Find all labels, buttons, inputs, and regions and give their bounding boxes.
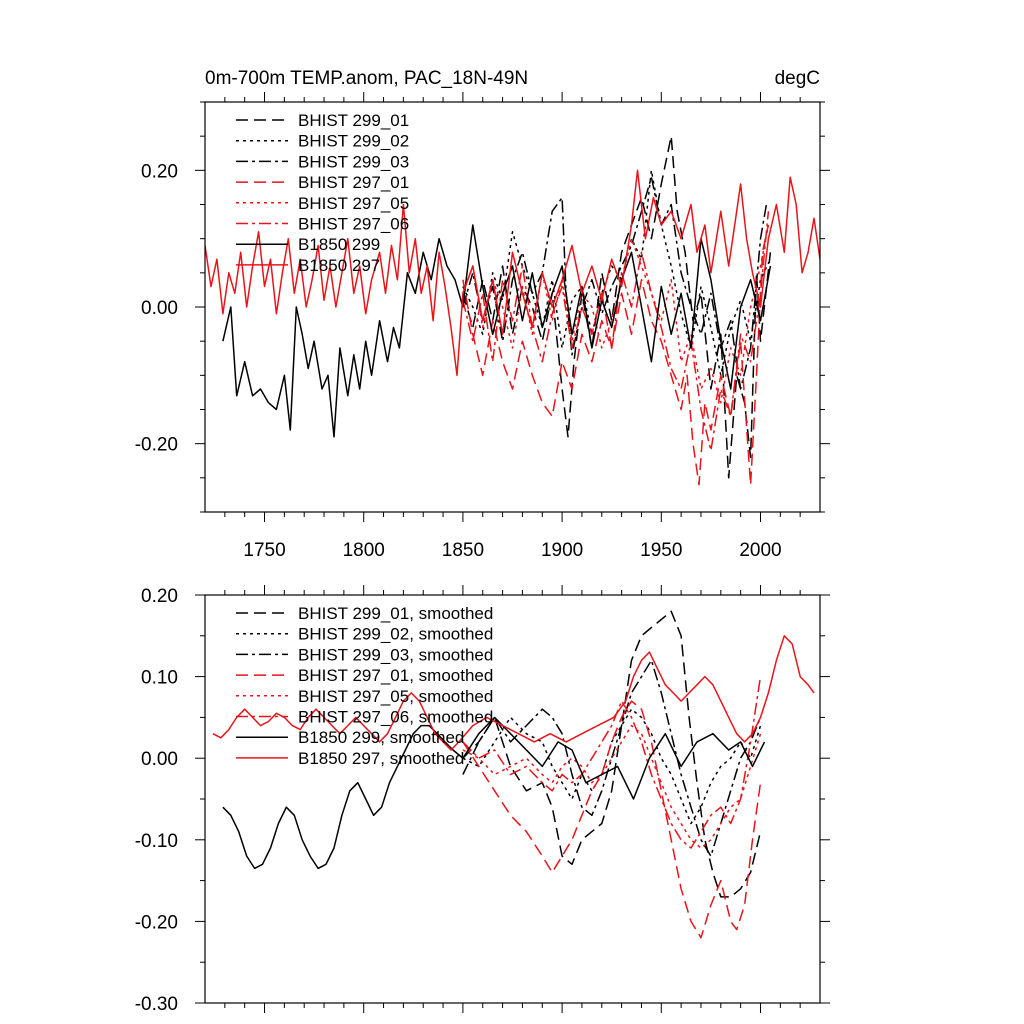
chart-title-left: 0m-700m TEMP.anom, PAC_18N-49N [205,68,528,89]
legend-label: BHIST 297_06, smoothed [298,708,493,727]
legend: BHIST 299_01, smoothed BHIST 299_02, smoo… [236,604,493,768]
top-panel: 1750 1800 1850 1900 1950 2000 -0.20 0.00 0.20 BHI… [135,92,830,561]
legend-item: BHIST 299_03 [236,152,409,171]
series-line-1 [462,135,772,479]
legend-item: BHIST 299_01, smoothed [236,604,493,623]
series-line-2 [462,708,762,825]
x-tick-label: 1800 [343,540,385,561]
legend-label: BHIST 299_02, smoothed [298,625,493,644]
legend-label: BHIST 297_05, smoothed [298,687,493,706]
y-tick-label: 0.20 [141,161,178,182]
series-line-8 [205,169,820,377]
series-line-3 [462,176,768,390]
legend-item: BHIST 297_05, smoothed [236,687,493,706]
legend-item: B1850 299 [236,235,380,254]
y-tick-label: 0.20 [141,586,178,607]
y-tick-label: 0.00 [141,298,178,319]
legend-label: BHIST 297_05 [298,194,409,213]
series-line-1 [462,610,762,898]
series-group [212,610,815,939]
y-tick-label: -0.10 [135,831,178,852]
legend-label: BHIST 297_01 [298,173,409,192]
legend-label: BHIST 299_01 [298,111,409,130]
bottom-panel: -0.30 -0.20 -0.10 0.00 0.10 0.20 BHIST 299_01,… [135,585,830,1015]
legend-item: BHIST 299_03, smoothed [236,645,493,664]
y-tick-label: -0.20 [135,912,178,933]
legend-label: B1850 297, smoothed [298,749,464,768]
legend-item: BHIST 297_01, smoothed [236,666,493,685]
legend-item: B1850 297, smoothed [236,749,464,768]
legend-item: BHIST 299_02, smoothed [236,625,493,644]
legend-label: B1850 299 [298,235,380,254]
legend-label: B1850 297 [298,256,380,275]
x-tick-label: 1900 [541,540,583,561]
y-tick-label: 0.00 [141,749,178,770]
x-tick-label: 2000 [739,540,781,561]
legend-label: BHIST 297_01, smoothed [298,666,493,685]
legend-item: BHIST 299_02 [236,132,409,151]
series-group [205,135,820,486]
legend-item: BHIST 297_05 [236,194,409,213]
y-tick-label: -0.30 [135,994,178,1015]
y-tick-label: -0.20 [135,435,178,456]
legend-label: BHIST 299_02 [298,132,409,151]
legend-label: BHIST 299_01, smoothed [298,604,493,623]
legend-item: BHIST 299_01 [236,111,409,130]
legend-item: B1850 297 [236,256,380,275]
legend-label: BHIST 297_06 [298,215,409,234]
legend-label: BHIST 299_03 [298,152,409,171]
legend-item: BHIST 297_06, smoothed [236,708,493,727]
series-line-7 [222,224,772,438]
series-line-6 [462,211,770,452]
series-line-4 [462,700,762,939]
series-line-7 [222,716,766,870]
legend-item: B1850 299, smoothed [236,728,464,747]
x-tick-label: 1850 [442,540,484,561]
legend-item: BHIST 297_06 [236,215,409,234]
x-tick-label: 1950 [640,540,682,561]
series-line-6 [462,676,762,849]
legend-item: BHIST 297_01 [236,173,409,192]
series-line-4 [462,224,770,486]
chart-title-right: degC [775,68,820,89]
y-tick-label: 0.10 [141,668,178,689]
legend-label: BHIST 299_03, smoothed [298,645,493,664]
legend-label: B1850 299, smoothed [298,728,464,747]
series-line-8 [212,635,815,751]
x-tick-label: 1750 [243,540,285,561]
